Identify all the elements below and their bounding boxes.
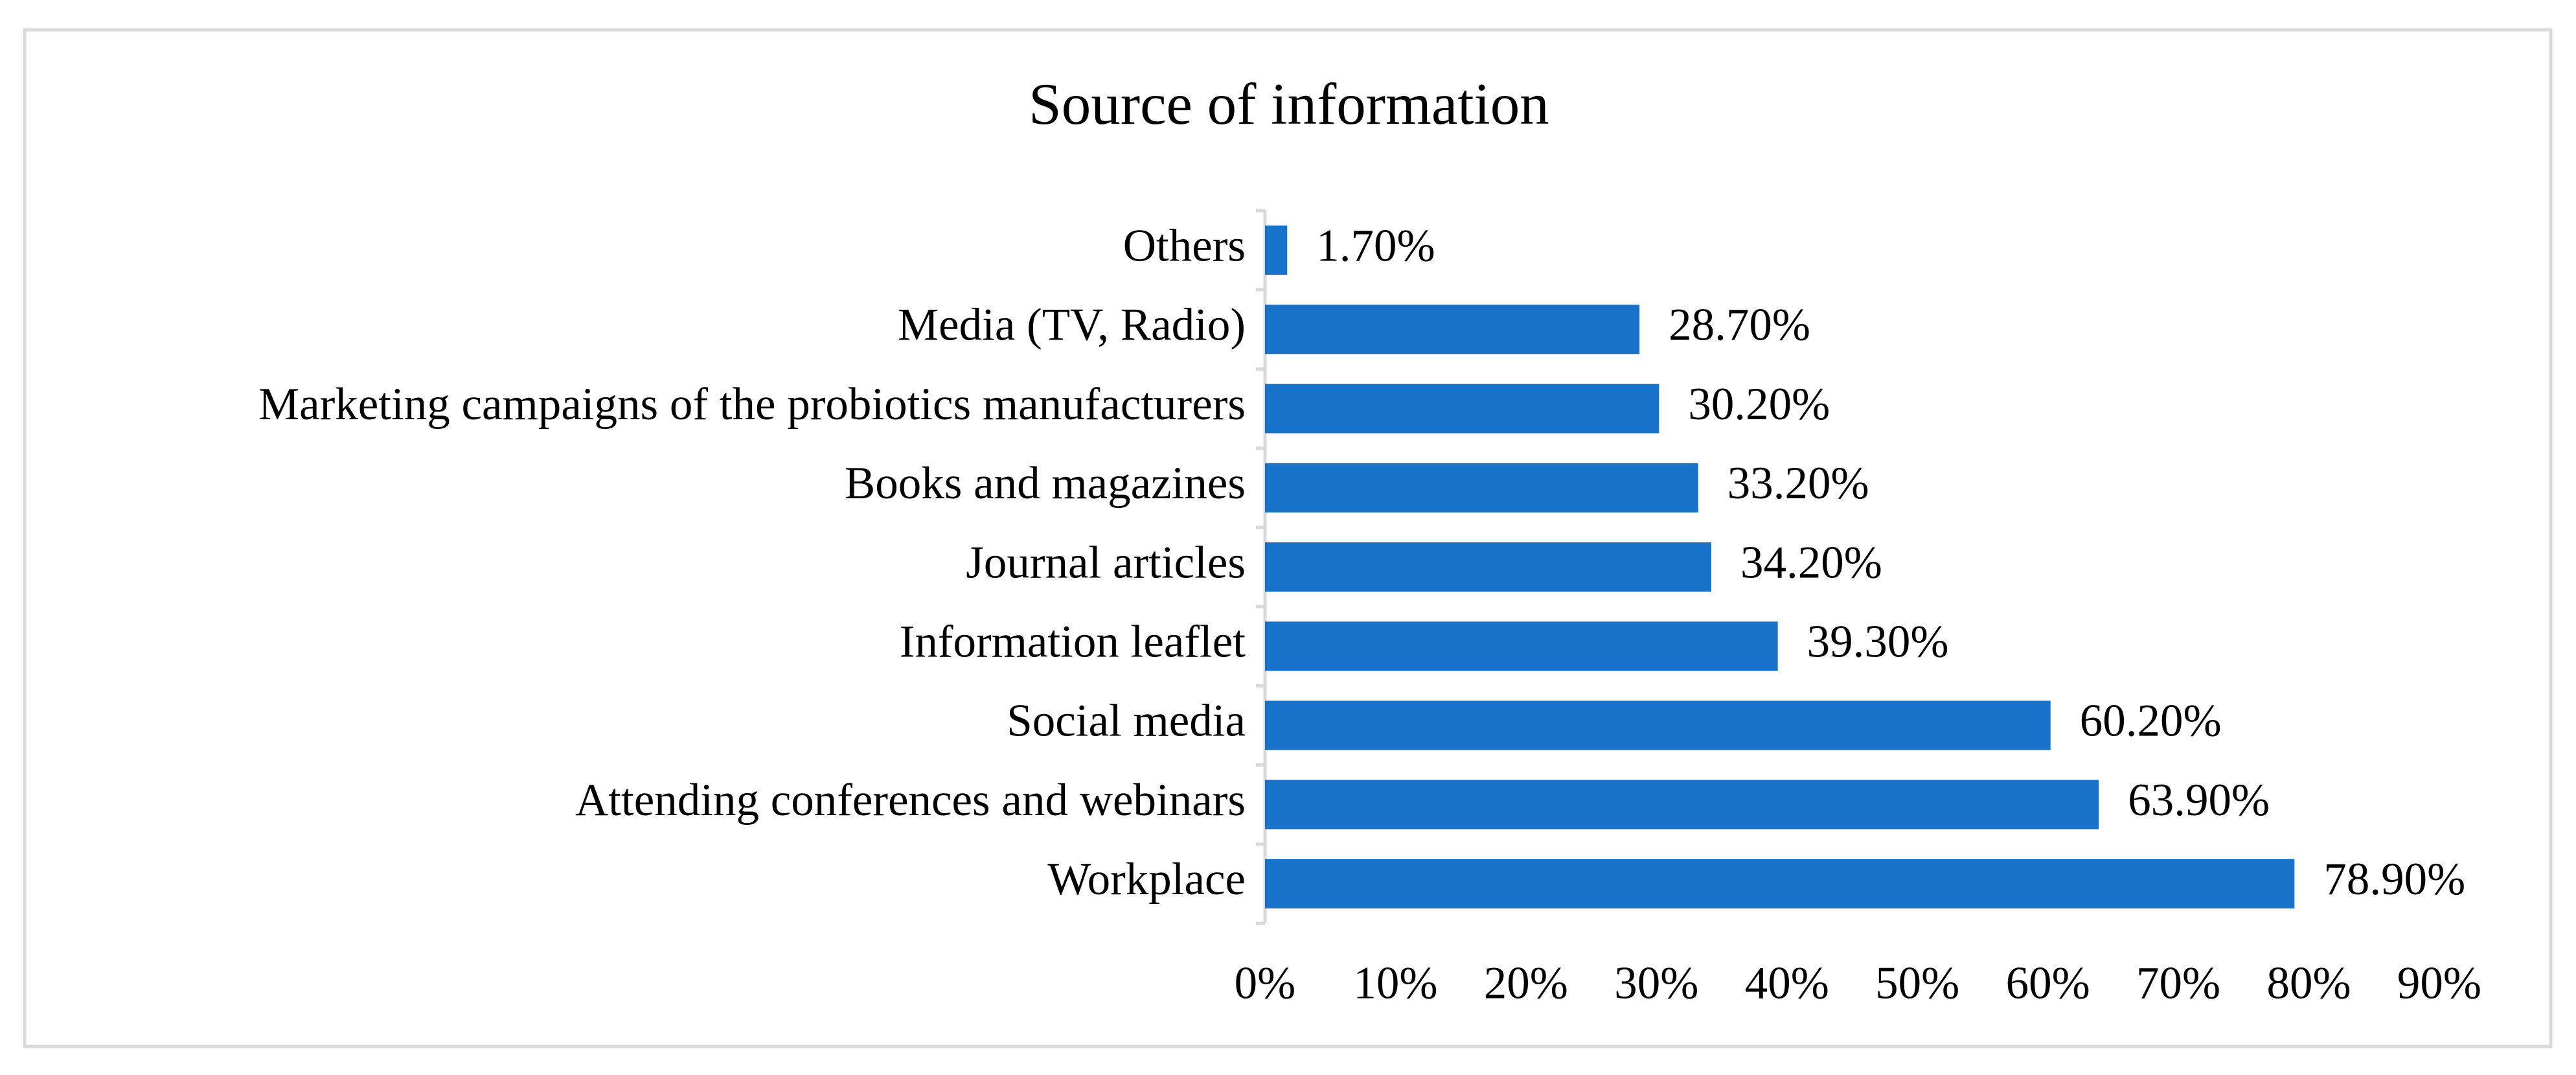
data-label: 30.20% <box>1688 379 1830 430</box>
data-label: 28.70% <box>1669 300 1810 351</box>
data-label: 1.70% <box>1316 220 1435 271</box>
bar <box>1265 305 1640 354</box>
y-tick-label: Attending conferences and webinars <box>575 775 1246 826</box>
x-tick-label: 40% <box>1745 958 1829 1008</box>
y-tick-label: Media (TV, Radio) <box>898 300 1246 351</box>
bar <box>1265 621 1778 671</box>
x-tick-label: 80% <box>2266 958 2351 1008</box>
y-tick-label: Journal articles <box>966 537 1246 588</box>
x-tick-label: 70% <box>2136 958 2220 1008</box>
y-tick-label: Marketing campaigns of the probiotics ma… <box>258 379 1246 430</box>
data-label: 33.20% <box>1727 458 1869 509</box>
y-tick-label: Workplace <box>1047 854 1246 905</box>
y-tick-label: Information leaflet <box>900 617 1246 667</box>
x-tick-label: 50% <box>1875 958 1959 1008</box>
bar <box>1265 225 1288 275</box>
bar <box>1265 463 1698 513</box>
bar <box>1265 859 2295 908</box>
data-label: 60.20% <box>2080 696 2222 746</box>
x-tick-label: 20% <box>1484 958 1568 1008</box>
y-tick-label: Others <box>1123 220 1246 271</box>
x-tick-label: 30% <box>1614 958 1698 1008</box>
chart-title: Source of information <box>1029 71 1549 137</box>
bar <box>1265 780 2099 829</box>
x-tick-label: 90% <box>2397 958 2481 1008</box>
y-tick-label: Social media <box>1007 696 1246 746</box>
bar <box>1265 384 1659 433</box>
x-tick-label: 60% <box>2006 958 2090 1008</box>
x-tick-label: 0% <box>1235 958 1296 1008</box>
data-label: 78.90% <box>2323 854 2465 905</box>
data-label: 39.30% <box>1807 617 1949 667</box>
y-tick-label: Books and magazines <box>845 458 1246 509</box>
x-tick-label: 10% <box>1353 958 1437 1008</box>
data-label: 63.90% <box>2128 775 2270 826</box>
bar <box>1265 542 1711 592</box>
data-label: 34.20% <box>1740 537 1882 588</box>
bar <box>1265 700 2051 750</box>
